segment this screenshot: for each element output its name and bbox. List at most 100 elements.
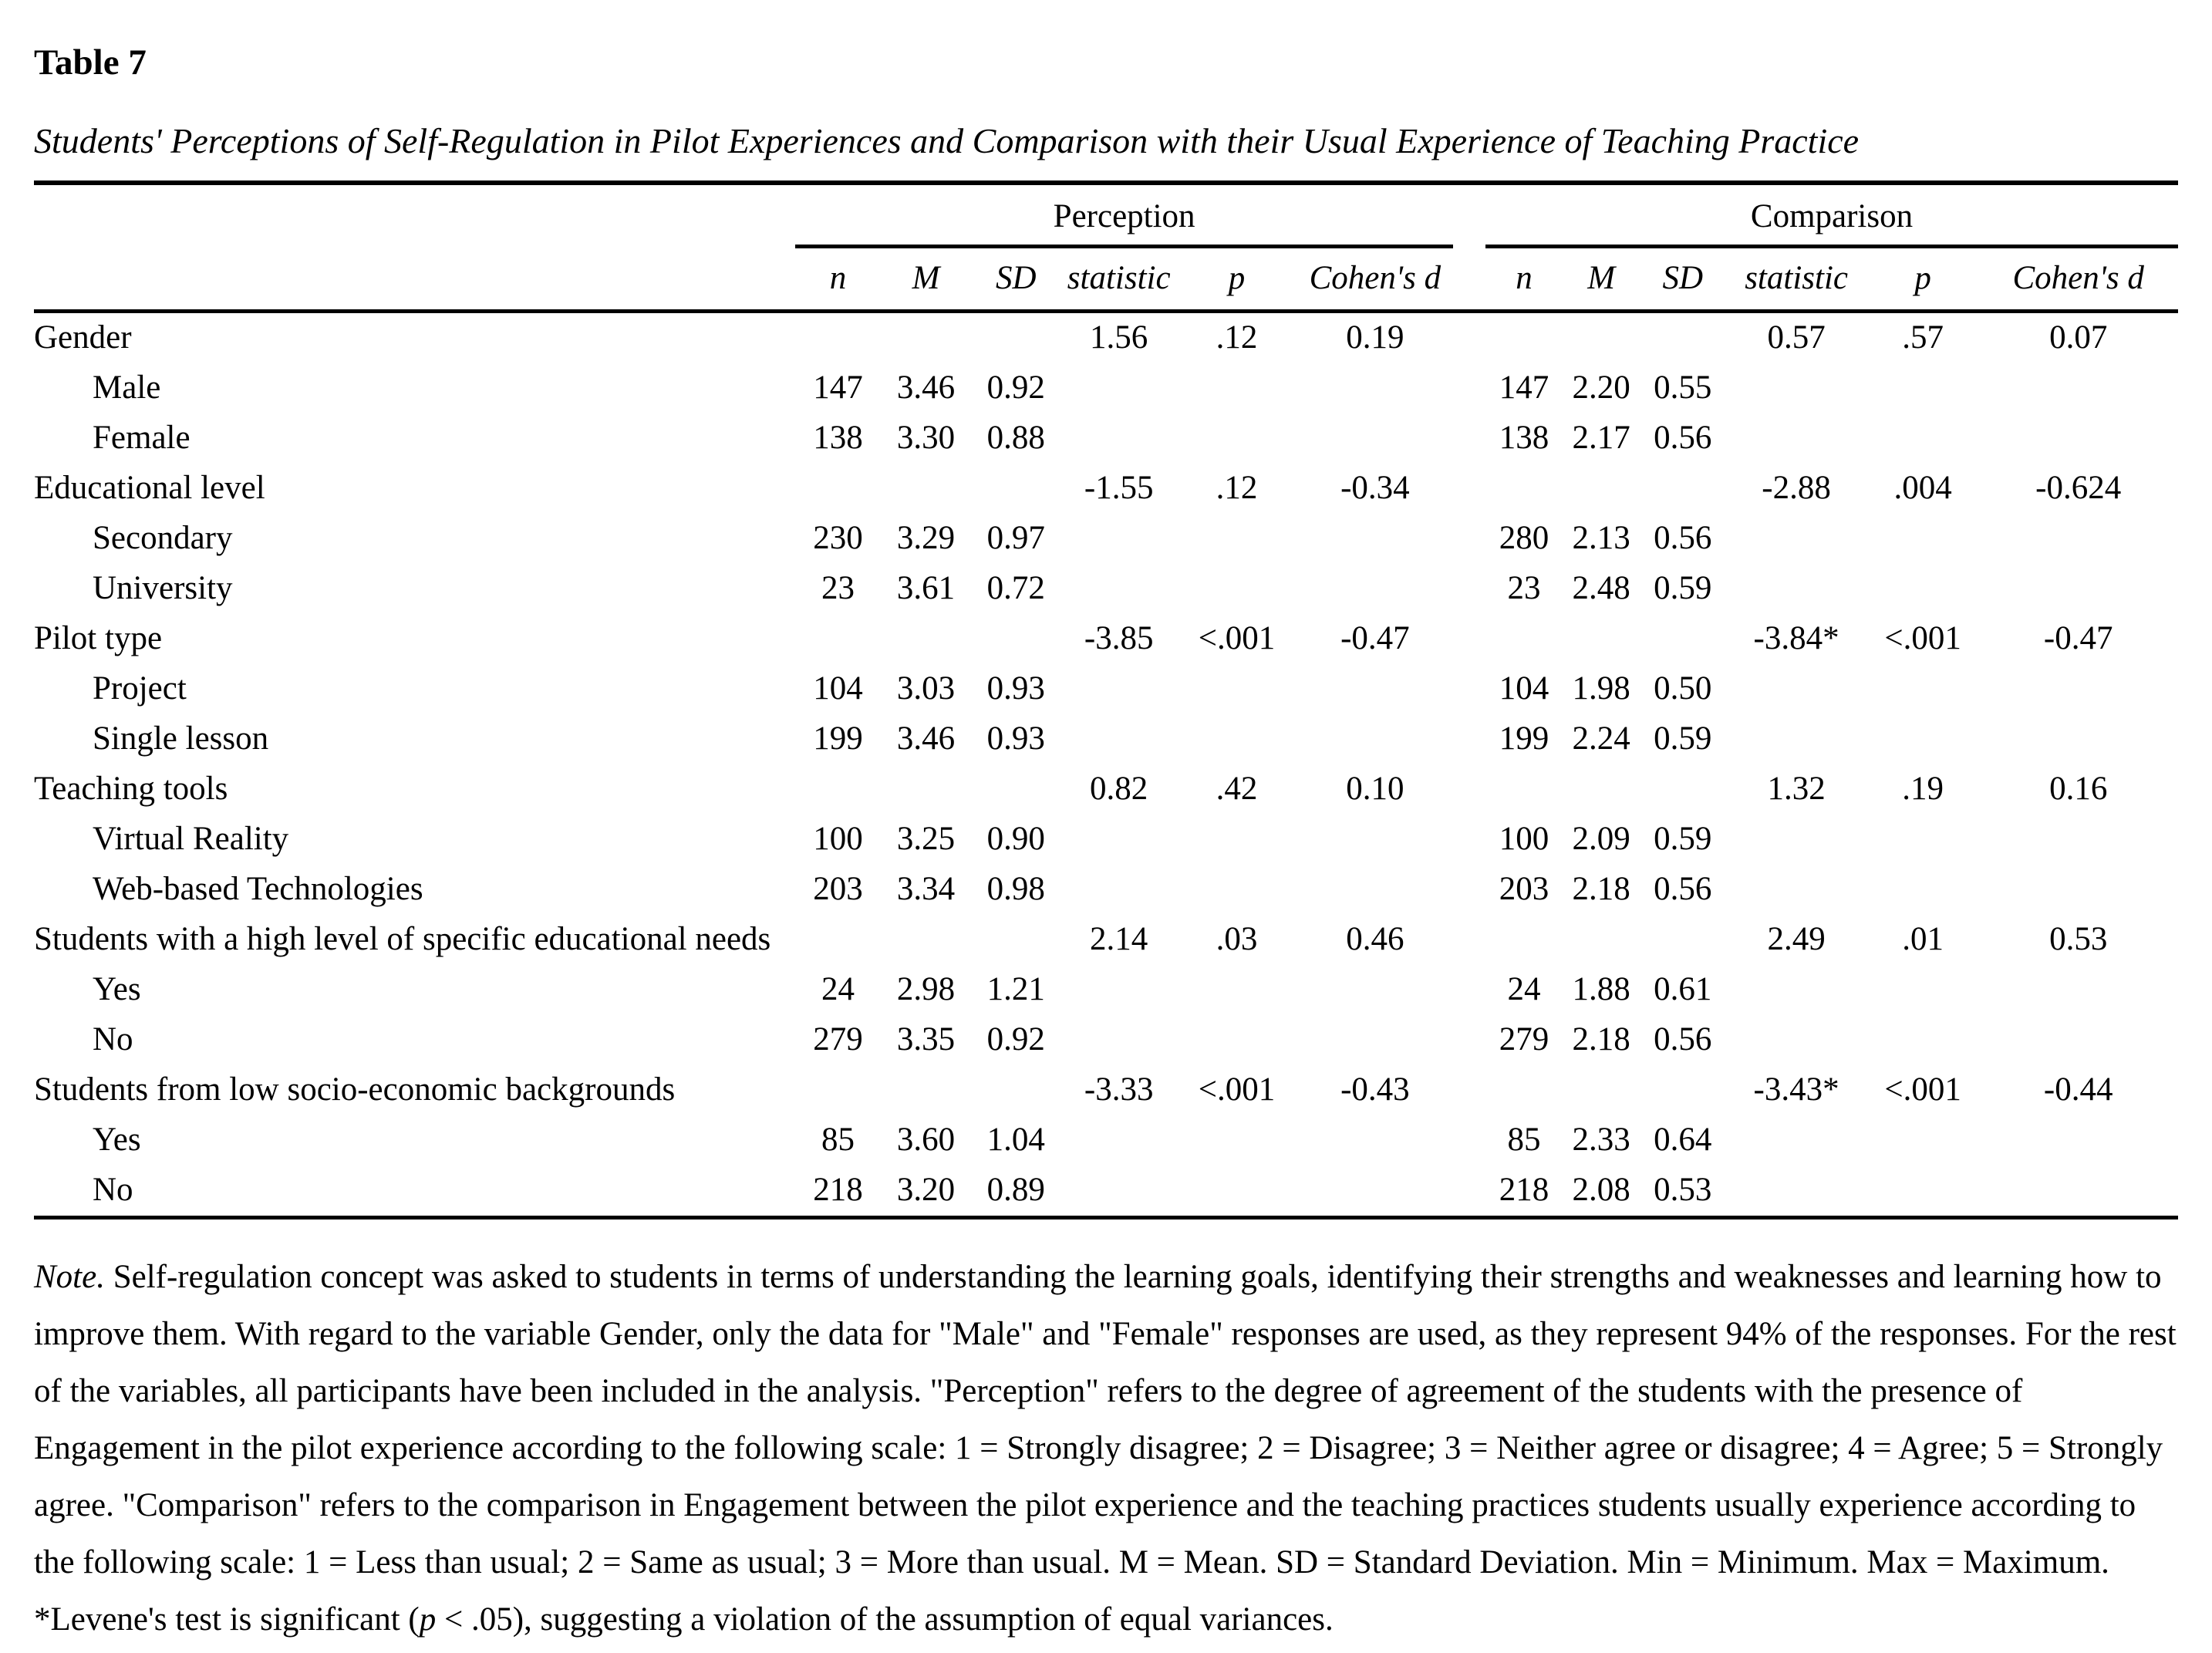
comparison-p-value: <.001 — [1884, 620, 1961, 657]
perception-p-value — [1177, 865, 1297, 915]
perception-cohens-d-value — [1297, 965, 1453, 1015]
comparison-cohens-d-value: -0.47 — [2043, 620, 2113, 657]
comparison-sd-value: 0.59 — [1654, 821, 1712, 858]
group-gap — [1453, 1166, 1486, 1220]
table-row: Students from low socio-economic backgro… — [34, 1065, 2178, 1115]
perception-group-header: Perception — [794, 180, 1454, 249]
comparison-sd-value: 0.56 — [1654, 871, 1712, 908]
comparison-n-value: 85 — [1507, 1122, 1541, 1159]
group-gap — [1453, 1015, 1485, 1065]
perception-m-value: 3.30 — [896, 420, 956, 457]
perception-statistic-value: -3.85 — [1084, 620, 1154, 657]
perception-sd-value — [971, 764, 1061, 815]
table-caption: Students' Perceptions of Self-Regulation… — [34, 120, 1860, 160]
perception-n-value: 199 — [813, 720, 863, 757]
comparison-n-value: 138 — [1499, 420, 1549, 457]
group-gap — [1453, 180, 1486, 247]
comparison-p-value — [1867, 363, 1979, 413]
perception-cohens-d-value: -0.47 — [1340, 620, 1410, 657]
perception-n-value — [795, 915, 881, 965]
perception-cohens-d-value — [1297, 664, 1453, 714]
comparison-sd-value: 0.50 — [1654, 670, 1712, 707]
comparison-m-value: 2.09 — [1572, 821, 1630, 858]
perception-sd-value: 1.21 — [986, 971, 1045, 1008]
row-label: Students from low socio-economic backgro… — [34, 1071, 676, 1108]
comparison-sd-value — [1640, 1065, 1725, 1115]
table-row: Single lesson 199 3.46 0.93 199 2.24 0.59 — [34, 714, 2178, 764]
comparison-n-value: 104 — [1499, 670, 1549, 707]
comparison-n-header: n — [1485, 246, 1563, 314]
group-gap — [1453, 413, 1485, 464]
comparison-cohens-d-value — [1978, 714, 2178, 764]
group-gap — [1453, 764, 1485, 815]
comparison-cohens-d-value: 0.07 — [2049, 319, 2108, 356]
table-row: Teaching tools 0.82 .42 0.10 1.32 .19 0.16 — [34, 764, 2178, 815]
comparison-m-value — [1563, 915, 1640, 965]
group-gap — [1453, 312, 1485, 364]
perception-m-value: 3.29 — [896, 520, 956, 557]
perception-p-value: <.001 — [1198, 1071, 1276, 1108]
group-gap — [1453, 564, 1485, 614]
perception-p-value: .42 — [1216, 771, 1258, 808]
comparison-statistic-value — [1725, 363, 1866, 413]
perception-statistic-value — [1060, 1166, 1177, 1220]
perception-statistic-value — [1061, 965, 1177, 1015]
comparison-statistic-value — [1725, 413, 1866, 464]
comparison-m-header: M — [1563, 246, 1640, 314]
perception-p-value: .12 — [1216, 470, 1258, 507]
comparison-m-value — [1563, 614, 1640, 664]
row-label: Gender — [34, 319, 132, 356]
perception-m-value: 3.46 — [896, 369, 956, 407]
perception-p-value — [1177, 413, 1297, 464]
comparison-statistic-header: statistic — [1725, 246, 1867, 314]
perception-m-value: 3.34 — [896, 871, 956, 908]
comparison-cohens-d-value: -0.44 — [2043, 1071, 2113, 1108]
perception-p-value — [1177, 514, 1297, 564]
perception-statistic-header: statistic — [1060, 246, 1177, 314]
perception-cohens-d-value — [1297, 865, 1453, 915]
table-row: Female 138 3.30 0.88 138 2.17 0.56 — [34, 413, 2178, 464]
perception-sd-header: SD — [970, 246, 1061, 314]
perception-p-value — [1176, 1166, 1297, 1220]
comparison-n-value: 24 — [1507, 971, 1541, 1008]
perception-cohens-d-value — [1297, 1115, 1453, 1166]
perception-m-value — [881, 464, 971, 514]
group-gap — [1453, 1065, 1485, 1115]
perception-sd-value: 0.92 — [986, 1021, 1045, 1058]
table-row: Gender 1.56 .12 0.19 0.57 .57 0.07 — [34, 312, 2178, 364]
perception-m-value: 2.98 — [896, 971, 956, 1008]
table-row: Virtual Reality 100 3.25 0.90 100 2.09 0.59 — [34, 815, 2178, 865]
perception-statistic-value — [1061, 413, 1177, 464]
comparison-sd-value: 0.59 — [1654, 570, 1712, 607]
row-label: Female — [93, 420, 191, 457]
perception-n-value: 138 — [813, 420, 863, 457]
comparison-p-header: p — [1866, 246, 1979, 314]
group-gap — [1453, 246, 1486, 314]
comparison-n-value: 279 — [1499, 1021, 1549, 1058]
perception-m-value: 3.60 — [896, 1122, 956, 1159]
perception-cohens-d-value — [1297, 1015, 1453, 1065]
perception-cohens-d-value: 0.10 — [1346, 771, 1404, 808]
perception-n-value: 279 — [813, 1021, 863, 1058]
row-label: Male — [93, 369, 161, 407]
perception-p-header: p — [1176, 246, 1297, 314]
group-gap — [1453, 614, 1485, 664]
table-row: Web-based Technologies 203 3.34 0.98 203 2.18… — [34, 865, 2178, 915]
comparison-cohens-d-value — [1978, 363, 2178, 413]
perception-cohens-d-value — [1297, 363, 1453, 413]
column-header-row: n M SD statistic p Cohen's d n M SD stat… — [34, 246, 2178, 314]
statistics-table: Perception Comparison n M SD statistic p… — [34, 180, 2178, 1220]
group-gap — [1453, 915, 1485, 965]
comparison-cohens-d-value — [1978, 413, 2178, 464]
comparison-p-value — [1867, 514, 1979, 564]
comparison-m-value: 1.88 — [1572, 971, 1630, 1008]
note-label: Note. — [34, 1259, 105, 1296]
comparison-n-value: 23 — [1507, 570, 1541, 607]
comparison-m-value: 2.18 — [1572, 871, 1630, 908]
note-body: Self-regulation concept was asked to stu… — [34, 1259, 2177, 1581]
perception-n-value — [795, 464, 881, 514]
perception-sd-value: 0.92 — [986, 369, 1045, 407]
comparison-sd-value: 0.59 — [1654, 720, 1712, 757]
comparison-p-value: .57 — [1902, 319, 1944, 356]
perception-sd-value: 0.98 — [986, 871, 1045, 908]
